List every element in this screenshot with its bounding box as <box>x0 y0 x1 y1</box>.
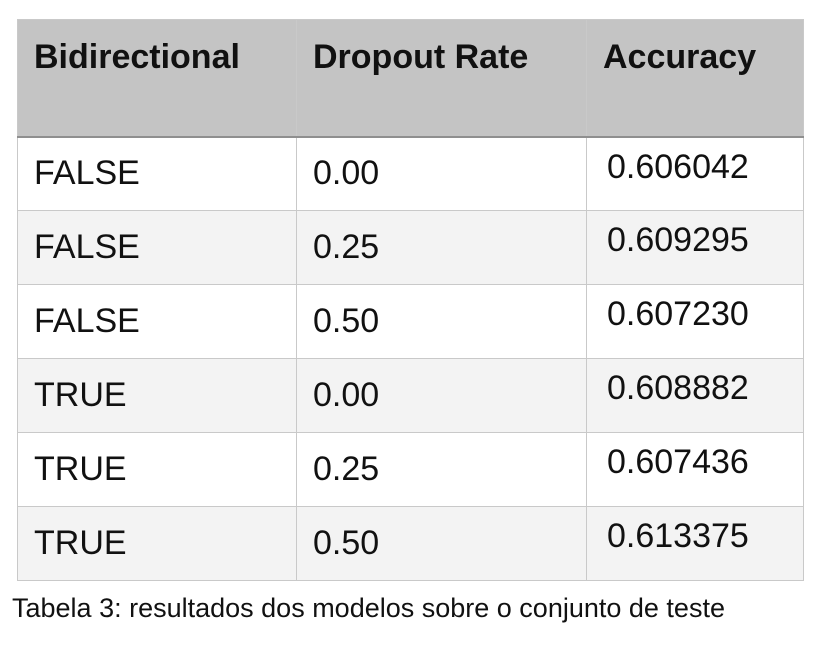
cell-bidirectional: FALSE <box>17 284 297 359</box>
cell-accuracy: 0.608882 <box>586 358 804 433</box>
table-row: FALSE 0.50 0.607230 <box>17 284 804 359</box>
cell-dropout-rate: 0.25 <box>296 432 587 507</box>
cell-accuracy: 0.607230 <box>586 284 804 359</box>
results-table: Bidirectional Dropout Rate Accuracy FALS… <box>17 19 804 581</box>
cell-bidirectional: TRUE <box>17 506 297 581</box>
header-bidirectional: Bidirectional <box>17 19 297 138</box>
cell-bidirectional: FALSE <box>17 136 297 211</box>
header-row: Bidirectional Dropout Rate Accuracy <box>17 19 804 138</box>
cell-accuracy: 0.609295 <box>586 210 804 285</box>
cell-bidirectional: TRUE <box>17 432 297 507</box>
cell-bidirectional: FALSE <box>17 210 297 285</box>
table-header: Bidirectional Dropout Rate Accuracy <box>17 19 804 138</box>
table-row: FALSE 0.00 0.606042 <box>17 136 804 211</box>
cell-dropout-rate: 0.00 <box>296 136 587 211</box>
cell-accuracy: 0.606042 <box>586 136 804 211</box>
cell-accuracy: 0.613375 <box>586 506 804 581</box>
table-row: TRUE 0.50 0.613375 <box>17 506 804 581</box>
cell-bidirectional: TRUE <box>17 358 297 433</box>
cell-dropout-rate: 0.25 <box>296 210 587 285</box>
header-accuracy: Accuracy <box>586 19 804 138</box>
table-body: FALSE 0.00 0.606042 FALSE 0.25 0.609295 … <box>17 136 804 581</box>
table-caption: Tabela 3: resultados dos modelos sobre o… <box>12 593 725 623</box>
cell-dropout-rate: 0.50 <box>296 284 587 359</box>
table-row: TRUE 0.25 0.607436 <box>17 432 804 507</box>
table-row: FALSE 0.25 0.609295 <box>17 210 804 285</box>
header-dropout-rate: Dropout Rate <box>296 19 587 138</box>
cell-dropout-rate: 0.50 <box>296 506 587 581</box>
table-row: TRUE 0.00 0.608882 <box>17 358 804 433</box>
cell-accuracy: 0.607436 <box>586 432 804 507</box>
cell-dropout-rate: 0.00 <box>296 358 587 433</box>
